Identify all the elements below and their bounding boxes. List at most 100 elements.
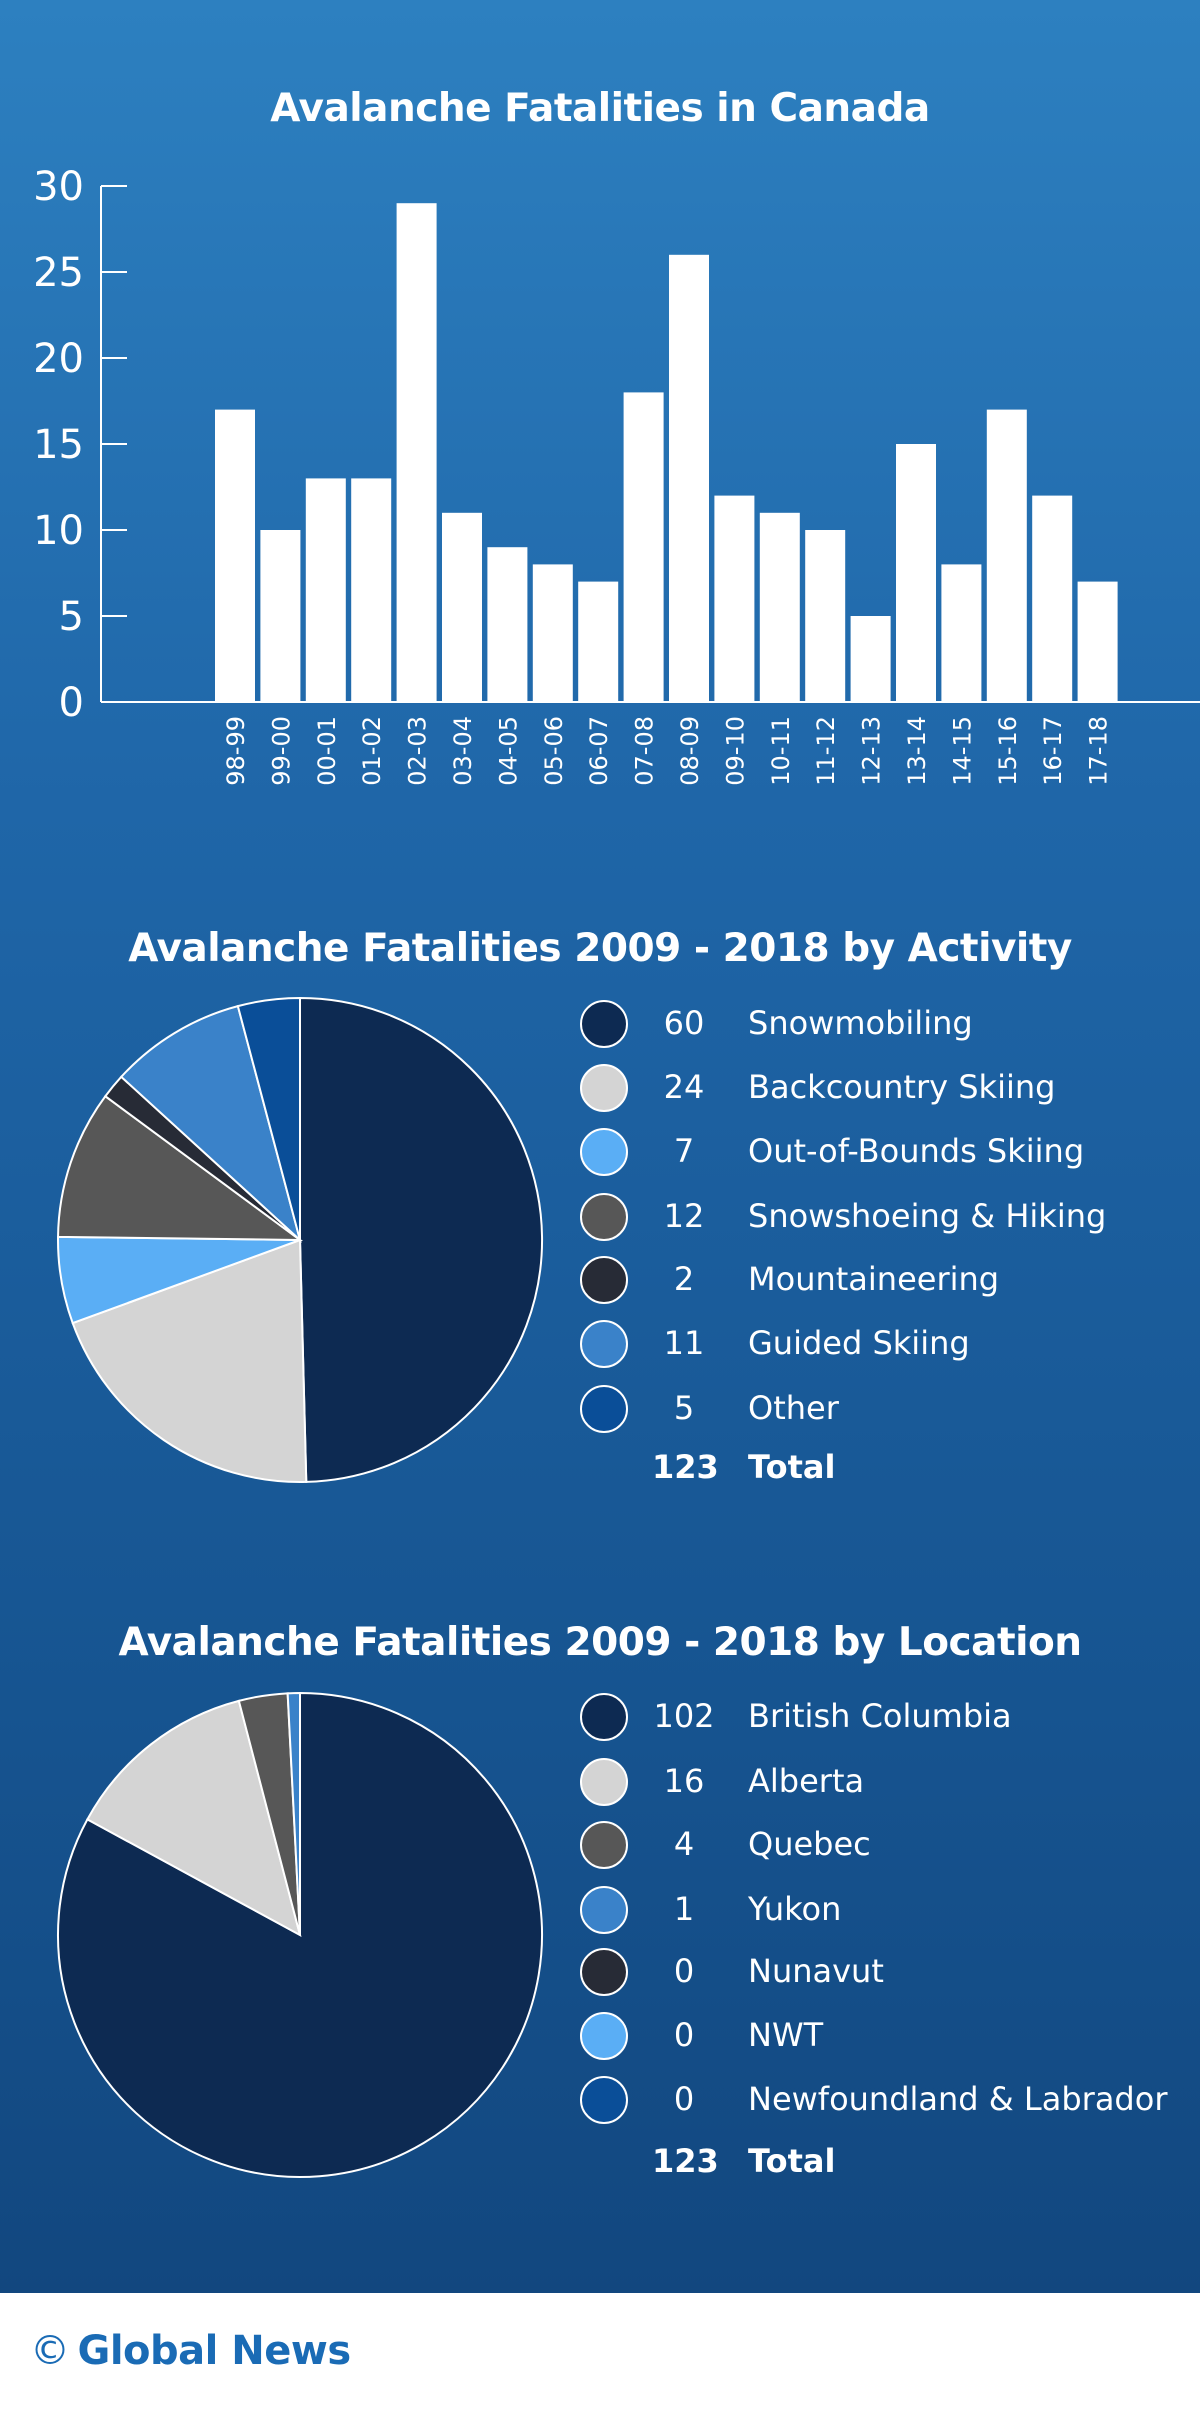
legend-label: Other <box>748 1389 839 1427</box>
legend-swatch <box>580 1320 628 1368</box>
legend-swatch <box>580 1064 628 1112</box>
brand-name: Global News <box>77 2328 352 2374</box>
bar-98-99 <box>215 409 255 702</box>
y-tick-label: 15 <box>33 422 84 468</box>
legend-value: 24 <box>663 1068 705 1106</box>
x-tick-label: 09-10 <box>721 716 749 786</box>
legend-swatch <box>580 1758 628 1806</box>
bar-05-06 <box>532 564 573 702</box>
x-tick-label: 02-03 <box>404 716 432 786</box>
footer <box>0 2293 1200 2409</box>
legend-value: 11 <box>663 1324 705 1362</box>
legend-value: 0 <box>673 1952 695 1990</box>
legend-swatch <box>580 1948 628 1996</box>
legend-swatch <box>580 1821 628 1869</box>
total-label: Total <box>748 1448 836 1486</box>
legend-label: Yukon <box>748 1890 842 1928</box>
bar-14-15 <box>941 564 982 702</box>
bar-09-10 <box>714 495 755 702</box>
legend-label: British Columbia <box>748 1697 1012 1735</box>
x-tick-label: 15-16 <box>994 716 1022 786</box>
bar-06-07 <box>578 581 619 702</box>
global-news-logo[interactable]: © Global News <box>30 2328 351 2374</box>
bar-08-09 <box>669 254 709 703</box>
x-tick-label: 11-12 <box>812 716 840 786</box>
bar-04-05 <box>487 547 528 702</box>
x-tick-label: 00-01 <box>313 716 341 786</box>
x-tick-label: 08-09 <box>676 716 704 786</box>
total-value: 123 <box>652 2142 719 2180</box>
bar-13-14 <box>896 444 936 702</box>
legend-label: Newfoundland & Labrador <box>748 2080 1168 2118</box>
legend-label: Snowmobiling <box>748 1004 973 1042</box>
legend-swatch <box>580 1000 628 1048</box>
pie-slice-yukon <box>286 1691 301 1936</box>
legend-swatch <box>580 1128 628 1176</box>
x-tick-label: 17-18 <box>1085 716 1113 786</box>
x-tick-label: 12-13 <box>858 716 886 786</box>
legend-label: Out-of-Bounds Skiing <box>748 1132 1085 1170</box>
copyright-symbol: © <box>30 2328 70 2374</box>
bar-11-12 <box>805 530 846 702</box>
legend-value: 2 <box>673 1260 695 1298</box>
y-tick-label: 5 <box>59 594 84 640</box>
legend-label: Nunavut <box>748 1952 884 1990</box>
x-tick-label: 04-05 <box>494 716 522 786</box>
legend-swatch <box>580 1886 628 1934</box>
legend-value: 102 <box>653 1697 715 1735</box>
y-tick-label: 0 <box>59 680 84 726</box>
location-pie-title: Avalanche Fatalities 2009 - 2018 by Loca… <box>118 1620 1082 1665</box>
pie-slice-guided-skiing <box>119 1004 302 1244</box>
legend-label: NWT <box>748 2016 824 2054</box>
bar-chart: 0 5 10 15 20 25 30 98-99 99-00 00-01 01-02 02-03 03-… <box>33 164 1200 786</box>
legend-label: Guided Skiing <box>748 1324 970 1362</box>
legend-label: Mountaineering <box>748 1260 1000 1298</box>
location-pie-chart <box>57 1691 543 2178</box>
bar-16-17 <box>1032 495 1073 702</box>
legend-label: Backcountry Skiing <box>748 1068 1056 1106</box>
bar-03-04 <box>442 512 482 702</box>
x-tick-label: 14-15 <box>948 716 976 786</box>
pie-slice-alberta <box>86 1699 302 1937</box>
bar-07-08 <box>623 392 664 702</box>
legend-value: 0 <box>673 2016 695 2054</box>
x-tick-label: 05-06 <box>540 716 568 786</box>
x-tick-label: 01-02 <box>358 716 386 786</box>
legend-value: 4 <box>673 1825 695 1863</box>
legend-swatch <box>580 1193 628 1241</box>
bar-01-02 <box>351 478 392 702</box>
bar-10-11 <box>759 512 800 702</box>
y-tick-label: 25 <box>33 250 84 296</box>
legend-value: 16 <box>663 1762 705 1800</box>
legend-label: Snowshoeing & Hiking <box>748 1197 1107 1235</box>
x-tick-label: 99-00 <box>267 716 295 786</box>
legend-swatch <box>580 1256 628 1304</box>
x-tick-label: 10-11 <box>767 716 795 786</box>
legend-label: Quebec <box>748 1825 871 1863</box>
y-tick-label: 20 <box>33 336 84 382</box>
bar-12-13 <box>850 616 891 702</box>
bar-99-00 <box>260 530 301 702</box>
total-value: 123 <box>652 1448 719 1486</box>
y-tick-label: 30 <box>33 164 84 210</box>
legend-value: 60 <box>663 1004 705 1042</box>
activity-pie-chart <box>57 996 544 1483</box>
legend-value: 0 <box>673 2080 695 2118</box>
legend-swatch <box>580 2076 628 2124</box>
activity-pie-title: Avalanche Fatalities 2009 - 2018 by Acti… <box>128 926 1072 971</box>
legend-value: 12 <box>663 1197 705 1235</box>
x-tick-label: 03-04 <box>449 716 477 786</box>
x-tick-label: 07-08 <box>631 716 659 786</box>
legend-value: 1 <box>673 1890 695 1928</box>
pie-slice-backcountry-skiing <box>71 1238 308 1483</box>
x-tick-label: 16-17 <box>1039 716 1067 786</box>
legend-label: Alberta <box>748 1762 865 1800</box>
legend-swatch <box>580 1693 628 1741</box>
bar-00-01 <box>305 478 346 702</box>
legend-swatch <box>580 2012 628 2060</box>
legend-swatch <box>580 1385 628 1433</box>
legend-value: 5 <box>673 1389 695 1427</box>
legend-value: 7 <box>673 1132 695 1170</box>
bar-02-03 <box>396 203 437 702</box>
bar-17-18 <box>1077 581 1118 702</box>
